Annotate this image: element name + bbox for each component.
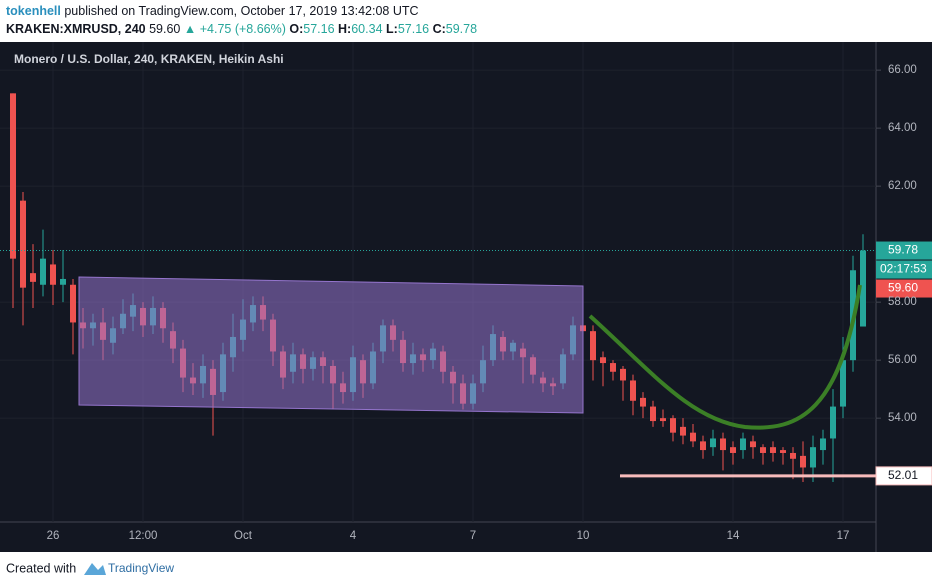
candle-body [10, 93, 16, 259]
candle-body [620, 368, 626, 381]
h-value: 60.34 [351, 22, 382, 36]
overlay: 59.78 02:17:53 59.60 52.01 [0, 241, 932, 486]
x-tick-label: 17 [837, 530, 850, 542]
candle-body [790, 452, 796, 459]
candle-body [60, 278, 66, 285]
footer-bg [0, 552, 932, 586]
y-tick-label: 56.00 [888, 354, 917, 366]
author: tokenhell [6, 4, 61, 18]
l-label: L: [386, 22, 398, 36]
candle-body [50, 264, 56, 285]
l-value: 57.16 [398, 22, 429, 36]
candle-body [770, 447, 776, 453]
cup-curve [588, 284, 862, 430]
x-tick-label: 14 [727, 530, 740, 542]
x-tick-label: 7 [470, 530, 476, 542]
candle-body [740, 438, 746, 451]
y-tick-label: 64.00 [888, 122, 917, 134]
tv-logo [84, 563, 106, 575]
x-tick-label: Oct [234, 530, 253, 542]
support-tag [875, 466, 932, 486]
prev-price-tag [876, 279, 932, 298]
o-label: O: [289, 22, 303, 36]
y-tick-label: 54.00 [888, 412, 917, 424]
x-tick-label: 10 [577, 530, 590, 542]
candle-body [820, 438, 826, 451]
candle-body [810, 447, 816, 468]
symbol: KRAKEN:XMRUSD, 240 [6, 22, 146, 36]
candle-body [860, 250, 866, 327]
change: +4.75 (+8.66%) [200, 22, 286, 36]
footer-created: Created with [6, 561, 76, 575]
candle-body [720, 438, 726, 451]
candle-body [840, 360, 846, 407]
header-line: tokenhell published on TradingView.com, … [6, 4, 419, 18]
o-value: 57.16 [303, 22, 334, 36]
prev-price-label: 59.60 [888, 281, 918, 295]
chart-title: Monero / U.S. Dollar, 240, KRAKEN, Heiki… [14, 52, 284, 66]
candle-body [830, 406, 836, 439]
y-tick-label: 62.00 [888, 180, 917, 192]
candle-body [600, 357, 606, 364]
candle-body [670, 418, 676, 433]
c-label: C: [433, 22, 446, 36]
quote-line: KRAKEN:XMRUSD, 240 59.60 ▲ +4.75 (+8.66%… [6, 22, 477, 36]
last-price-tag [876, 241, 932, 260]
candle-body [760, 447, 766, 453]
candle-body [780, 450, 786, 453]
candle-body [680, 426, 686, 436]
channel-drawing [78, 276, 584, 414]
candle-body [40, 258, 46, 285]
support-label: 52.01 [888, 468, 918, 482]
candle-body [660, 418, 666, 422]
y-tick-label: 66.00 [888, 64, 917, 76]
candle-body [630, 380, 636, 401]
candle-body [800, 455, 806, 468]
candle-body [690, 432, 696, 442]
candle-body [700, 441, 706, 451]
h-label: H: [338, 22, 351, 36]
x-tick-label: 12:00 [129, 530, 158, 542]
countdown-label: 02:17:53 [880, 262, 927, 276]
x-tick-label: 26 [47, 530, 60, 542]
c-value: 59.78 [446, 22, 477, 36]
candle-body [730, 447, 736, 453]
candle-body [750, 441, 756, 448]
countdown-tag [876, 260, 932, 279]
candle-body [710, 438, 716, 448]
y-tick-label: 58.00 [888, 296, 917, 308]
candle-body [640, 397, 646, 407]
x-tick-label: 4 [350, 530, 357, 542]
published: published on TradingView.com, October 17… [64, 4, 418, 18]
candle-body [20, 200, 26, 288]
candle-body [30, 273, 36, 282]
arrow: ▲ [184, 22, 196, 36]
candle-body [70, 284, 76, 323]
last: 59.60 [149, 22, 180, 36]
candle-body [590, 331, 596, 361]
last-price-label: 59.78 [888, 243, 918, 257]
candle-body [610, 363, 616, 372]
footer-brand: TradingView [108, 561, 174, 575]
candle-body [650, 406, 656, 422]
